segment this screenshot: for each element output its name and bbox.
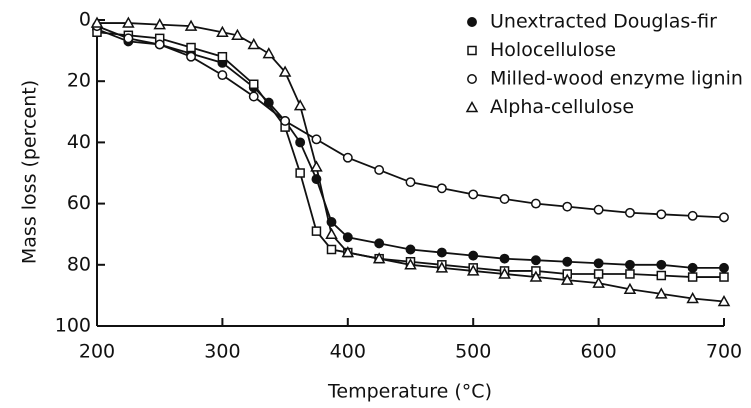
legend-label: Unextracted Douglas-fir [490,11,717,33]
x-tick-label: 700 [706,341,742,363]
marker [247,37,261,50]
legend-marker [467,45,477,56]
marker [325,227,338,239]
marker [529,270,543,282]
marker [295,168,305,178]
marker [562,256,573,267]
marker [186,42,196,53]
marker [593,204,604,215]
marker [468,189,479,200]
marker [562,201,573,212]
marker [655,287,668,299]
marker [435,261,449,273]
marker [717,294,731,307]
marker [372,252,386,264]
marker [687,262,698,273]
x-tick-label: 300 [204,341,240,363]
marker [374,164,385,175]
marker [374,238,385,249]
marker [687,272,698,282]
marker [468,250,479,261]
marker [217,70,228,81]
marker [656,270,667,281]
marker [593,258,604,269]
marker [231,28,244,41]
marker [341,246,355,258]
y-tick-label: 100 [55,315,91,337]
marker [625,269,635,279]
marker [719,272,729,282]
x-tick-label: 400 [330,341,366,363]
marker [262,47,276,59]
y-tick-label: 40 [67,131,91,153]
marker [499,194,510,204]
marker [498,267,511,279]
marker [592,276,605,288]
marker [405,244,416,255]
marker [184,19,198,31]
marker [310,160,323,172]
marker [719,262,729,273]
marker [436,247,447,258]
legend-marker [465,100,479,113]
marker [122,16,135,28]
legend-marker [467,17,477,27]
marker [186,51,197,62]
marker [280,116,291,126]
marker [311,226,322,236]
x-axis-label: Temperature (°C) [327,381,492,403]
marker [342,152,353,163]
marker [623,282,637,295]
x-tick-label: 600 [580,341,616,363]
marker [530,198,541,209]
x-tick-label: 200 [79,341,115,363]
marker [719,212,729,223]
y-tick-label: 0 [79,9,91,31]
marker [311,134,322,145]
legend-marker [467,74,477,84]
marker [625,207,635,218]
legend-label: Alpha-cellulose [490,96,634,118]
marker [404,258,417,270]
marker [560,273,574,285]
y-tick-label: 60 [67,192,91,214]
marker [123,33,134,44]
marker [293,99,307,111]
marker [499,253,510,264]
marker [278,65,292,77]
y-tick-label: 20 [67,70,91,92]
y-axis-label: Mass loss (percent) [19,80,41,264]
marker [687,210,698,221]
legend-label: Milled-wood enzyme lignin [490,68,743,90]
marker [656,259,667,270]
marker [466,264,480,276]
marker [248,91,259,102]
marker [217,51,228,62]
marker [249,79,259,90]
marker [153,18,166,30]
marker [216,25,229,37]
marker [90,16,104,28]
legend-label: Holocellulose [490,39,616,61]
marker [686,291,699,304]
marker [436,183,447,194]
marker [342,232,353,243]
marker [656,209,667,220]
marker [154,39,165,50]
x-tick-label: 500 [455,341,491,363]
series-line [96,28,724,269]
marker [625,259,635,270]
marker [326,244,337,255]
marker [530,255,541,266]
marker [295,137,306,148]
marker [405,177,416,188]
y-tick-label: 80 [67,253,91,275]
